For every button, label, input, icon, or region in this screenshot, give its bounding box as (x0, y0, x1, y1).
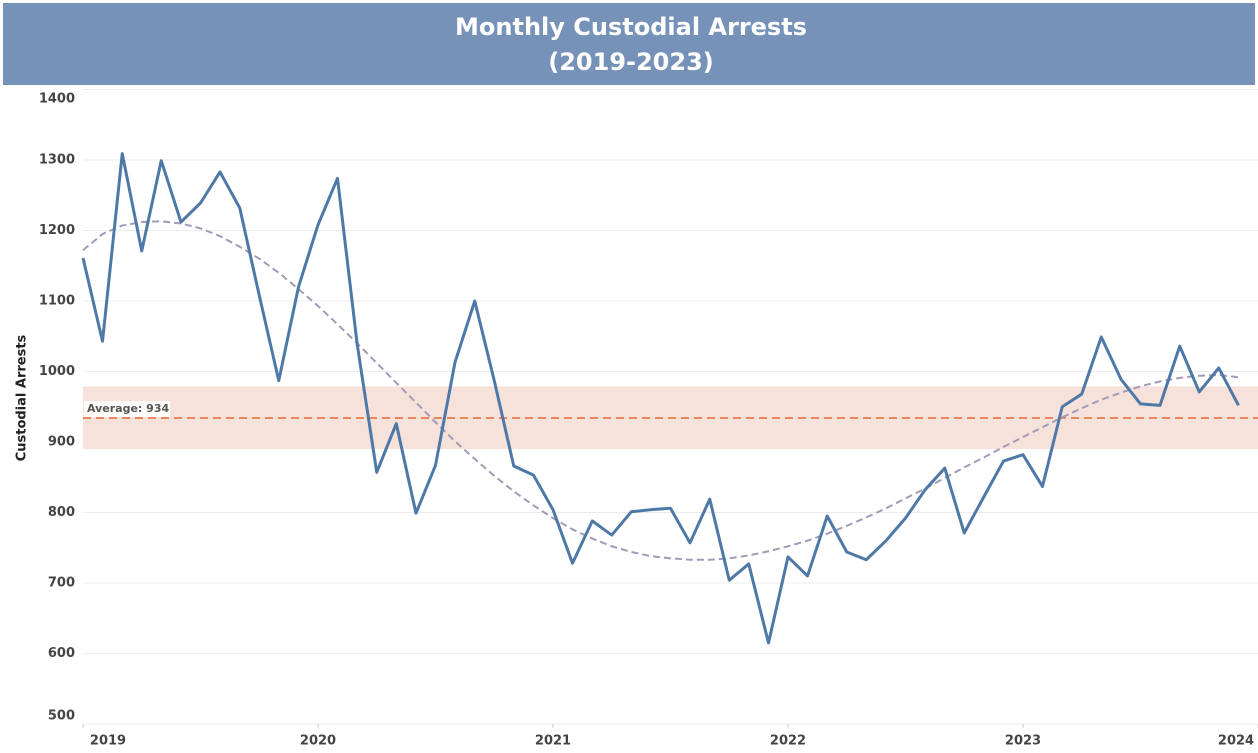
x-tick-label: 2020 (300, 734, 336, 749)
y-tick-label: 1000 (39, 364, 75, 379)
average-label-bg (84, 401, 170, 417)
chart-subtitle: (2019-2023) (548, 48, 714, 76)
average-label: Average: 934 (87, 402, 169, 415)
y-tick-label: 800 (48, 505, 75, 520)
y-tick-label: 600 (48, 646, 75, 661)
y-tick-label: 1200 (39, 223, 75, 238)
y-tick-label: 500 (48, 709, 75, 724)
y-axis-label: Custodial Arrests (15, 334, 30, 461)
data-line (81, 152, 1240, 645)
y-tick-label: 1100 (39, 294, 75, 309)
x-tick-label: 2023 (1005, 734, 1041, 749)
x-tick-label: 2022 (770, 734, 806, 749)
trend-line (82, 220, 1239, 561)
y-tick-label: 700 (48, 576, 75, 591)
y-tick-label: 1400 (39, 92, 75, 107)
x-tick-label: 2019 (90, 734, 126, 749)
y-tick-label: 1300 (39, 153, 75, 168)
title-bar (3, 3, 1255, 85)
y-tick-label: 900 (48, 435, 75, 450)
x-tick-label: 2024 (1218, 734, 1254, 749)
chart-title: Monthly Custodial Arrests (455, 13, 807, 41)
x-tick-label: 2021 (535, 734, 571, 749)
